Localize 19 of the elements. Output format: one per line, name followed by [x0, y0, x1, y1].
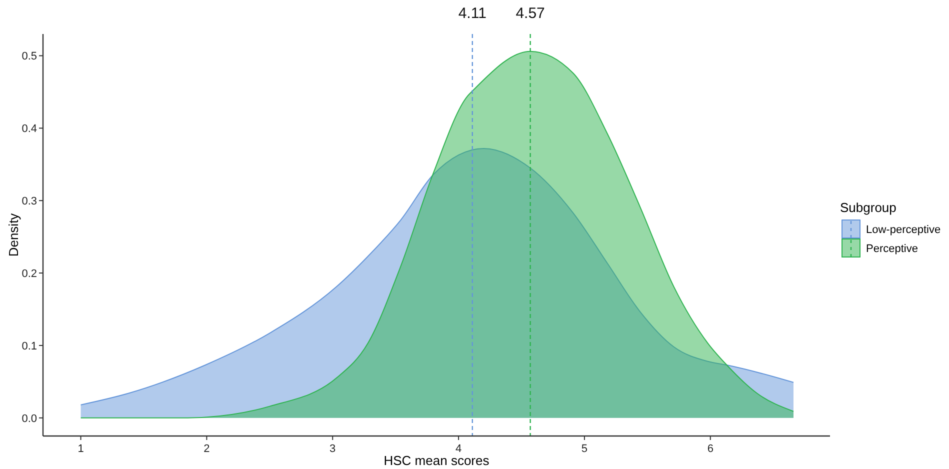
x-tick-label: 6 — [707, 443, 714, 455]
x-axis-title: HSC mean scores — [384, 453, 490, 468]
y-tick-label: 0.4 — [22, 123, 37, 136]
ref-line-label: 4.11 — [458, 5, 486, 22]
y-tick-label: 0.0 — [22, 412, 37, 425]
x-tick-label: 1 — [78, 443, 84, 455]
y-tick-label: 0.2 — [22, 268, 37, 280]
ref-line-label: 4.57 — [516, 5, 545, 22]
x-tick-label: 4 — [455, 443, 462, 455]
legend-label: Perceptive — [866, 243, 918, 255]
y-tick-label: 0.3 — [22, 196, 37, 208]
y-axis-title: Density — [6, 212, 21, 257]
x-tick-label: 2 — [204, 443, 210, 455]
y-tick-label: 0.1 — [22, 340, 37, 352]
legend-title: Subgroup — [840, 200, 896, 215]
legend-label: Low-perceptive — [866, 224, 941, 236]
y-tick-label: 0.5 — [22, 50, 37, 63]
x-tick-label: 5 — [581, 443, 588, 455]
x-tick-label: 3 — [330, 443, 336, 455]
